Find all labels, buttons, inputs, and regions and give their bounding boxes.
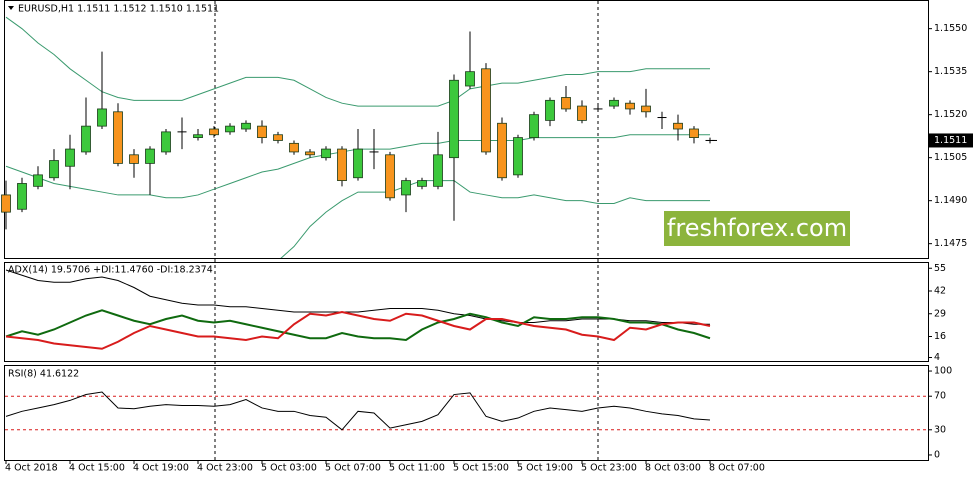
x-tick-label: 5 Oct 07:00 <box>325 463 381 474</box>
candle-body <box>417 180 427 187</box>
watermark: freshforex.com <box>667 214 847 242</box>
rsi-panel <box>4 365 929 461</box>
candle-body <box>561 97 571 110</box>
x-tick-label: 5 Oct 15:00 <box>453 463 509 474</box>
x-tick-label: 8 Oct 07:00 <box>709 463 765 474</box>
candle-body <box>673 122 683 130</box>
candle-body <box>577 105 587 121</box>
current-price: 1.1511 <box>934 135 967 146</box>
candle-body <box>401 180 411 196</box>
bollinger-band <box>280 180 710 258</box>
candle-body <box>465 71 475 87</box>
candle-body <box>689 128 699 138</box>
indicator-line <box>5 310 711 350</box>
y-tick-label: 4 <box>934 352 940 363</box>
candle-body <box>193 134 203 139</box>
candle-body <box>337 148 347 181</box>
menu-arrow <box>8 6 14 10</box>
candle-body <box>33 174 43 187</box>
y-tick-label: 1.1535 <box>934 66 967 77</box>
candle-body <box>641 105 651 113</box>
x-tick-label: 5 Oct 19:00 <box>517 463 573 474</box>
y-tick-label: 1.1520 <box>934 109 967 120</box>
candle-body <box>209 128 219 136</box>
candle-body <box>113 111 123 164</box>
y-tick-label: 16 <box>934 331 946 342</box>
y-tick-label: 29 <box>934 308 946 319</box>
candle-body <box>625 102 635 110</box>
y-tick-label: 1.1490 <box>934 195 967 206</box>
candle-body <box>433 154 443 187</box>
y-tick-label: 42 <box>934 286 946 297</box>
candle-body <box>305 151 315 156</box>
x-tick-label: 5 Oct 03:00 <box>261 463 317 474</box>
x-tick-label: 5 Oct 23:00 <box>581 463 637 474</box>
candle-body <box>257 125 267 138</box>
candle-body <box>289 142 299 153</box>
candle-body <box>129 154 139 164</box>
bollinger-band <box>5 16 710 107</box>
y-tick-label: 70 <box>934 391 946 402</box>
x-tick-label: 5 Oct 11:00 <box>389 463 445 474</box>
candle-body <box>481 68 491 153</box>
y-tick-label: 30 <box>934 424 946 435</box>
current-price-box <box>929 133 973 148</box>
x-tick-label: 4 Oct 15:00 <box>69 463 125 474</box>
candle-body <box>513 137 523 176</box>
candle-body <box>497 122 507 179</box>
candle-body <box>529 114 539 138</box>
candle-body <box>241 122 251 130</box>
candle-body <box>385 154 395 199</box>
candle-body <box>49 160 59 179</box>
indicator-line <box>5 309 711 342</box>
candle-body <box>65 148 75 167</box>
candle-body <box>273 134 283 141</box>
candle-body <box>609 99 619 107</box>
candle-body <box>225 125 235 133</box>
adx-title: ADX(14) 19.5706 +DI:11.4760 -DI:18.2374 <box>8 265 213 276</box>
candle-body <box>17 183 27 210</box>
y-tick-label: 1.1475 <box>934 238 967 249</box>
candle-body <box>97 108 107 127</box>
x-tick-label: 8 Oct 03:00 <box>645 463 701 474</box>
candle-body <box>353 148 363 179</box>
y-tick-label: 55 <box>934 263 946 274</box>
candle-body <box>545 99 555 121</box>
candle-body <box>321 148 331 159</box>
adx-panel <box>4 262 929 362</box>
y-tick-label: 0 <box>934 449 940 460</box>
candle-body <box>145 148 155 164</box>
watermark-box <box>664 211 850 246</box>
y-tick-label: 1.1505 <box>934 152 967 163</box>
indicator-line <box>5 391 711 431</box>
y-tick-label: 100 <box>934 366 952 377</box>
main-panel <box>4 0 929 259</box>
y-tick-label: 1.1550 <box>934 23 967 34</box>
rsi-title: RSI(8) 41.6122 <box>8 369 79 380</box>
x-tick-label: 4 Oct 2018 <box>5 463 58 474</box>
candle-body <box>449 79 459 159</box>
candle-body <box>81 125 91 153</box>
indicator-line <box>5 269 710 325</box>
chart-title: EURUSD,H1 1.1511 1.1512 1.1510 1.1511 <box>18 4 219 15</box>
x-tick-label: 4 Oct 23:00 <box>197 463 253 474</box>
x-tick-label: 4 Oct 19:00 <box>133 463 189 474</box>
candle-body <box>161 131 171 153</box>
candle-body <box>1 194 11 213</box>
